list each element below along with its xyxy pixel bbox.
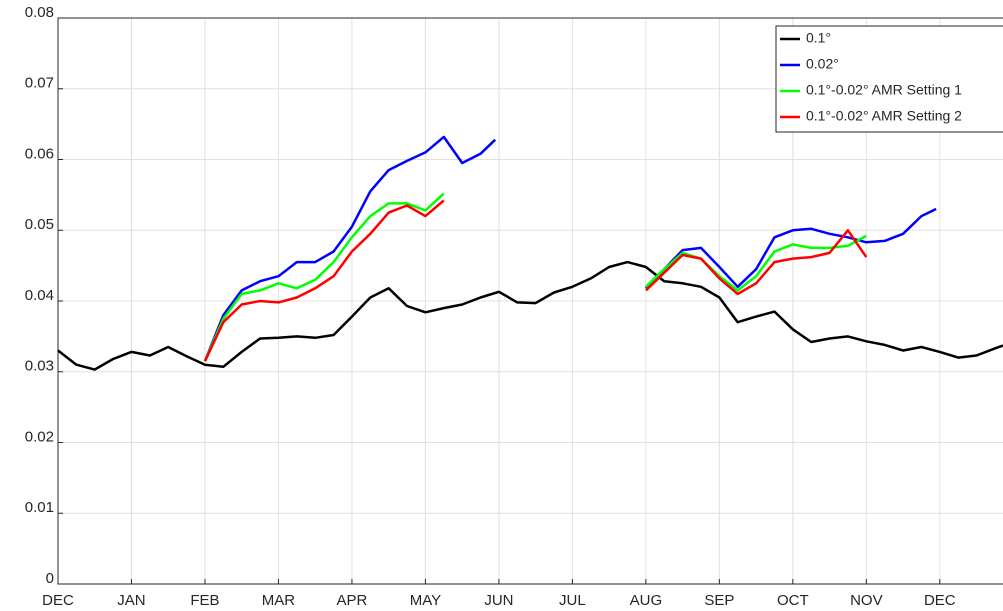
- axis-frame: [57, 17, 1003, 585]
- y-tick-label: 0.01: [25, 499, 54, 516]
- legend-label: 0.02°: [806, 56, 839, 72]
- x-tick-label: NOV: [850, 592, 883, 609]
- x-tick-label: FEB: [190, 592, 219, 609]
- x-tick-label: OCT: [777, 592, 809, 609]
- y-tick-label: 0.08: [25, 4, 54, 21]
- legend-label: 0.1°-0.02° AMR Setting 2: [806, 108, 962, 124]
- x-tick-label: AUG: [630, 592, 663, 609]
- legend-label: 0.1°: [806, 30, 831, 46]
- x-tick-label: MAY: [410, 592, 441, 609]
- y-tick-label: 0.03: [25, 358, 54, 375]
- x-tick-label: SEP: [704, 592, 734, 609]
- x-tick-label: APR: [337, 592, 368, 609]
- y-tick-label: 0.06: [25, 145, 54, 162]
- y-tick-label: 0.02: [25, 428, 54, 445]
- y-tick-label: 0.04: [25, 287, 54, 304]
- x-tick-label: JAN: [117, 592, 145, 609]
- x-tick-label: JUL: [559, 592, 586, 609]
- series-line: [203, 199, 868, 362]
- series-line: [203, 135, 937, 362]
- x-tick-label: DEC: [924, 592, 956, 609]
- legend-label: 0.1°-0.02° AMR Setting 1: [806, 82, 962, 98]
- y-tick-label: 0.07: [25, 75, 54, 92]
- series-line: [57, 260, 1003, 371]
- y-tick-label: 0: [46, 570, 54, 587]
- x-tick-label: MAR: [262, 592, 296, 609]
- y-tick-label: 0.05: [25, 216, 54, 233]
- series-line: [203, 192, 867, 362]
- legend-box: [775, 25, 1003, 133]
- x-tick-label: JUN: [484, 592, 513, 609]
- x-tick-label: DEC: [42, 592, 74, 609]
